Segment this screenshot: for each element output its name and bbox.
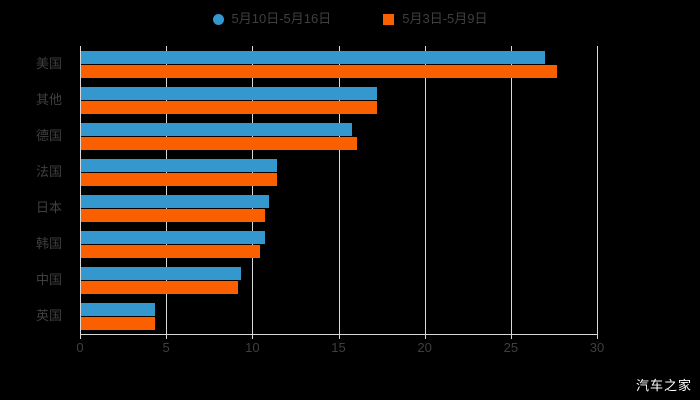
watermark-label: 汽车之家 xyxy=(635,378,692,393)
gridline xyxy=(338,46,340,334)
x-axis-tick-label: 25 xyxy=(503,340,519,355)
x-axis-tick-label: 10 xyxy=(245,340,260,355)
legend-label-series-2: 5月3日-5月9日 xyxy=(402,11,488,26)
chart-legend: 5月10日-5月16日 5月3日-5月9日 xyxy=(0,8,700,30)
plot-area xyxy=(80,46,598,334)
bar[interactable] xyxy=(81,172,278,186)
legend-label-series-1: 5月10日-5月16日 xyxy=(231,11,332,26)
x-axis-tick-label: 20 xyxy=(417,340,432,355)
bar[interactable] xyxy=(81,280,238,294)
x-axis-tick-mark xyxy=(338,334,340,339)
x-axis-tick-mark xyxy=(510,334,512,339)
y-axis-tick-label: 日本 xyxy=(35,200,62,215)
bar[interactable] xyxy=(81,122,352,136)
gridline xyxy=(510,46,512,334)
x-axis-tick-label: 30 xyxy=(589,340,605,355)
bar[interactable] xyxy=(81,158,278,172)
gridline xyxy=(252,46,254,334)
x-axis-tick-mark xyxy=(424,334,426,339)
bar[interactable] xyxy=(81,136,357,150)
x-axis-tick-label: 0 xyxy=(76,340,84,355)
bar[interactable] xyxy=(81,316,156,330)
x-axis-tick-label: 15 xyxy=(331,340,346,355)
gridline xyxy=(166,46,168,334)
y-axis-tick-label: 美国 xyxy=(35,56,62,71)
y-axis-line xyxy=(80,46,81,334)
bar[interactable] xyxy=(81,64,557,78)
x-axis-tick-mark xyxy=(80,334,81,339)
legend-square-marker-icon xyxy=(383,13,395,25)
x-axis-tick-mark xyxy=(166,334,168,339)
bar[interactable] xyxy=(81,244,261,258)
y-axis-tick-label: 德国 xyxy=(35,128,62,143)
y-axis-tick-label: 中国 xyxy=(35,272,62,287)
bar[interactable] xyxy=(81,194,269,208)
legend-item-series-2[interactable]: 5月3日-5月9日 xyxy=(383,9,487,29)
bar[interactable] xyxy=(81,86,378,100)
x-axis-tick-label: 5 xyxy=(162,340,170,355)
bar[interactable] xyxy=(81,100,378,114)
y-axis-tick-label: 其他 xyxy=(35,92,62,107)
y-axis-category-labels: 美国其他德国法国日本韩国中国英国 xyxy=(0,46,72,334)
gridline xyxy=(424,46,426,334)
y-axis-tick-label: 韩国 xyxy=(35,236,62,251)
gridline xyxy=(597,46,598,334)
y-axis-tick-label: 法国 xyxy=(35,164,62,179)
bar[interactable] xyxy=(81,230,266,244)
x-axis-tick-mark xyxy=(597,334,598,339)
bar[interactable] xyxy=(81,50,545,64)
x-axis-tick-mark xyxy=(252,334,254,339)
legend-circle-marker-icon xyxy=(212,13,224,25)
bar[interactable] xyxy=(81,302,156,316)
bar[interactable] xyxy=(81,266,242,280)
y-axis-tick-label: 英国 xyxy=(35,308,62,323)
legend-item-series-1[interactable]: 5月10日-5月16日 xyxy=(212,9,332,29)
bar[interactable] xyxy=(81,208,266,222)
